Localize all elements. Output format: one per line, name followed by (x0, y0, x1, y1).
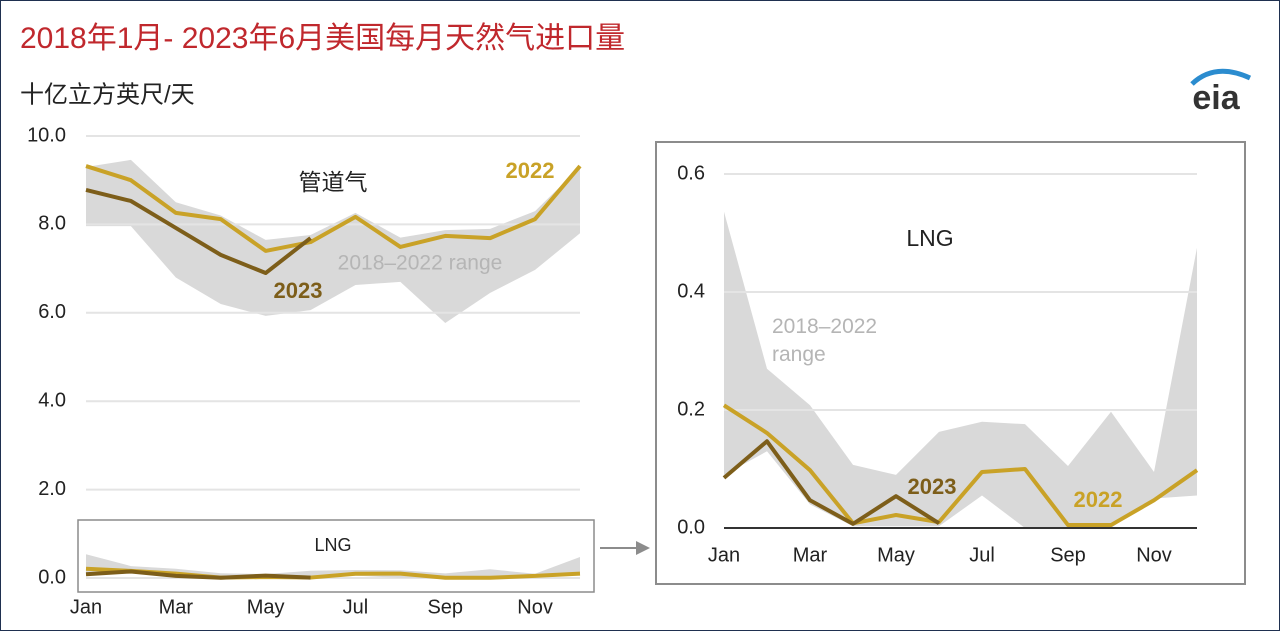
y-tick-label: 0.0 (677, 516, 705, 538)
y-tick-label: 0.6 (677, 162, 705, 184)
y-tick-label: 0.2 (677, 398, 705, 420)
range-band (86, 159, 580, 323)
y-tick-label: 6.0 (38, 301, 66, 323)
x-tick-label: Jan (708, 544, 740, 566)
x-tick-label: May (877, 544, 915, 566)
logo-swoosh (1190, 68, 1252, 86)
series-label: 2023 (908, 474, 957, 499)
chart-title: 2018年1月- 2023年6月美国每月天然气进口量 (20, 22, 625, 55)
range-label: 2018–2022 range (338, 252, 503, 275)
y-tick-label: 10.0 (27, 124, 66, 146)
range-band (724, 211, 1197, 528)
lng-inset-frame (77, 519, 595, 593)
x-tick-label: Jan (70, 596, 102, 618)
series-label: 2022 (506, 158, 555, 183)
series-label: 2022 (1074, 487, 1123, 512)
annotation: LNG (906, 225, 953, 251)
x-tick-label: May (247, 596, 285, 618)
line-series (85, 187, 312, 276)
x-tick-label: Mar (793, 544, 828, 566)
annotation: LNG (314, 535, 351, 555)
y-axis-label: 十亿立方英尺/天 (20, 81, 195, 108)
x-tick-label: Nov (517, 596, 553, 618)
x-tick-label: Sep (427, 596, 463, 618)
x-tick-label: Sep (1050, 544, 1086, 566)
y-tick-label: 4.0 (38, 389, 66, 411)
y-tick-label: 0.4 (677, 280, 705, 302)
logo: eia (1192, 79, 1240, 117)
line-series (85, 569, 311, 580)
line-series (85, 164, 582, 253)
y-tick-label: 0.0 (38, 566, 66, 588)
series-label: 2023 (274, 278, 323, 303)
x-tick-label: Jul (969, 544, 995, 566)
x-tick-label: Nov (1136, 544, 1172, 566)
arrow-head (636, 541, 650, 555)
x-tick-label: Jul (343, 596, 369, 618)
y-tick-label: 8.0 (38, 213, 66, 235)
range-label: 2018–2022 range (772, 315, 877, 366)
line-series (722, 439, 941, 526)
x-tick-label: Mar (159, 596, 194, 618)
annotation: 管道气 (299, 169, 368, 195)
line-series (722, 403, 1199, 528)
y-tick-label: 2.0 (38, 478, 66, 500)
